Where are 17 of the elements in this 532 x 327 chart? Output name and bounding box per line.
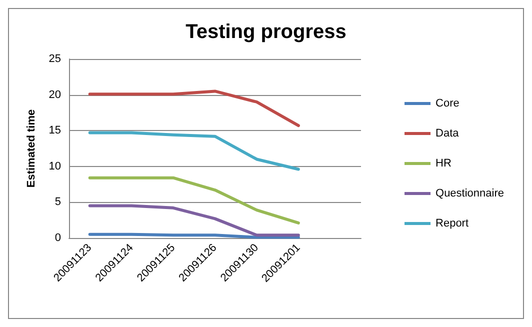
line-series (88, 131, 300, 171)
y-tick-label: 5 (54, 196, 61, 208)
line-series (88, 176, 300, 224)
y-tick-label: 15 (48, 124, 61, 137)
chart-title: Testing progress (186, 21, 346, 43)
legend-label: Report (436, 218, 469, 230)
y-tick-label: 10 (48, 160, 61, 172)
legend-label: Data (436, 128, 460, 140)
legend-label: Questionnaire (436, 188, 504, 200)
line-series (88, 90, 300, 128)
legend-label: Core (436, 98, 460, 110)
y-tick-label: 25 (48, 53, 61, 65)
legend-label: HR (436, 158, 452, 170)
y-axis-title: Estimated time (26, 109, 38, 188)
y-tick-label: 20 (48, 88, 61, 101)
line-series (88, 204, 300, 237)
y-tick-label: 0 (54, 232, 61, 244)
